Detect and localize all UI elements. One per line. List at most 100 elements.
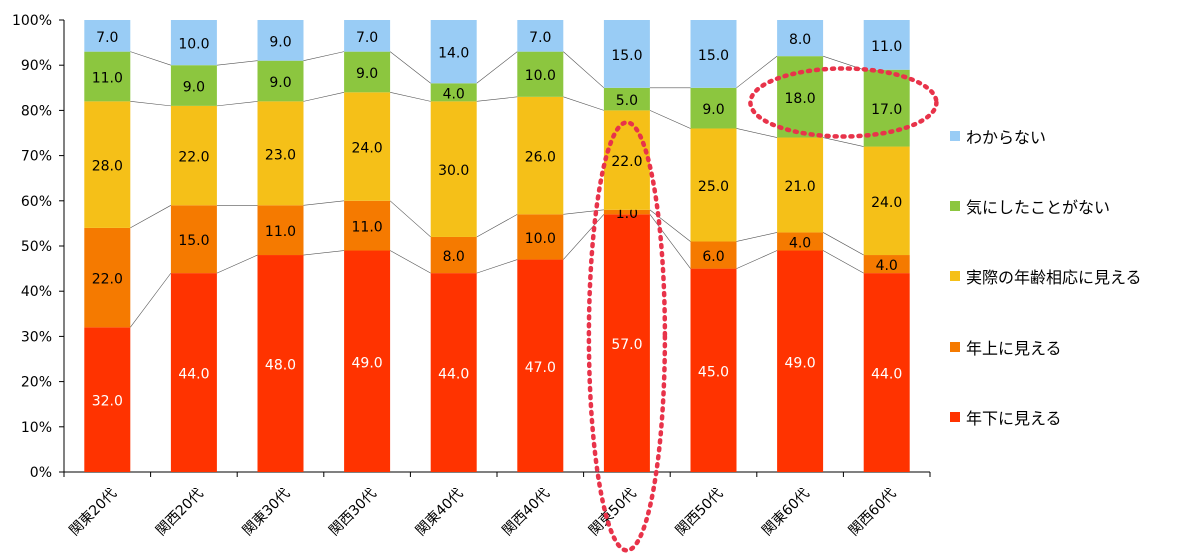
data-label: 15.0 bbox=[178, 233, 209, 249]
bar-segment bbox=[84, 227, 131, 328]
data-label: 14.0 bbox=[438, 46, 469, 62]
bar-segment bbox=[344, 250, 391, 472]
data-label: 18.0 bbox=[785, 91, 816, 107]
legend-swatch-never-cared bbox=[950, 201, 960, 211]
data-label: 44.0 bbox=[871, 367, 902, 383]
bar-segment bbox=[430, 236, 477, 274]
bar-segment bbox=[517, 214, 564, 260]
data-label: 8.0 bbox=[443, 249, 465, 265]
bar-segment bbox=[170, 273, 217, 472]
series-line bbox=[216, 60, 258, 66]
bar-segment bbox=[517, 20, 564, 52]
series-line bbox=[303, 200, 345, 206]
bar-segment bbox=[430, 273, 477, 472]
bar-segment bbox=[84, 101, 131, 228]
data-label: 9.0 bbox=[356, 66, 378, 82]
bar-segment bbox=[170, 105, 217, 206]
legend-swatch-wakaranai bbox=[950, 131, 960, 141]
bar-segment bbox=[863, 69, 910, 147]
series-line bbox=[736, 250, 778, 269]
data-label: 10.0 bbox=[178, 37, 209, 53]
data-label: 45.0 bbox=[698, 364, 729, 380]
data-label: 11.0 bbox=[265, 224, 296, 240]
bar-segment bbox=[777, 232, 824, 251]
data-label: 30.0 bbox=[438, 163, 469, 179]
y-tick-label: 60% bbox=[21, 194, 52, 210]
highlight-ellipse bbox=[748, 66, 939, 139]
data-label: 9.0 bbox=[702, 102, 724, 118]
series-line bbox=[823, 137, 864, 147]
data-label: 25.0 bbox=[698, 179, 729, 195]
y-tick-label: 0% bbox=[30, 465, 52, 481]
series-line bbox=[389, 250, 431, 274]
bar-segment bbox=[863, 273, 910, 472]
data-label: 24.0 bbox=[352, 141, 383, 157]
data-label: 32.0 bbox=[92, 394, 123, 410]
data-label: 44.0 bbox=[438, 367, 469, 383]
bar-segment bbox=[257, 101, 304, 206]
bar-segment bbox=[344, 51, 391, 93]
y-tick-label: 30% bbox=[21, 329, 52, 345]
data-label: 5.0 bbox=[616, 93, 638, 109]
bar-segment bbox=[690, 128, 737, 242]
bar-segment bbox=[170, 20, 217, 66]
legend-item-age-appropriate: 実際の年齢相応に見える bbox=[950, 264, 1142, 288]
x-category-label: 関西20代 bbox=[153, 486, 207, 540]
series-line bbox=[476, 214, 518, 238]
bar-segment bbox=[863, 255, 910, 274]
x-category-label: 関東40代 bbox=[413, 486, 467, 540]
legend-label-age-appropriate: 実際の年齢相応に見える bbox=[966, 268, 1142, 287]
bar-segment bbox=[257, 205, 304, 256]
legend-item-wakaranai: わからない bbox=[950, 124, 1046, 148]
legend-item-looks-younger: 年下に見える bbox=[950, 405, 1062, 429]
data-label: 4.0 bbox=[789, 235, 811, 251]
x-category-label: 関西40代 bbox=[500, 486, 554, 540]
y-tick-label: 80% bbox=[21, 103, 52, 119]
legend-item-never-cared: 気にしたことがない bbox=[950, 194, 1110, 218]
series-line bbox=[130, 272, 172, 328]
data-label: 48.0 bbox=[265, 358, 296, 374]
y-tick-label: 70% bbox=[21, 149, 52, 165]
bar-segment bbox=[517, 51, 564, 97]
legend-swatch-looks-younger bbox=[950, 412, 960, 422]
data-label: 28.0 bbox=[92, 159, 123, 175]
bar-segment bbox=[344, 92, 391, 201]
data-label: 17.0 bbox=[871, 102, 902, 118]
y-tick-label: 50% bbox=[21, 239, 52, 255]
series-line bbox=[216, 101, 258, 107]
series-line bbox=[130, 101, 171, 107]
bar-segment bbox=[257, 20, 304, 61]
series-line bbox=[390, 92, 431, 102]
data-label: 10.0 bbox=[525, 231, 556, 247]
data-label: 49.0 bbox=[352, 355, 383, 371]
legend-label-looks-older: 年上に見える bbox=[966, 339, 1062, 358]
data-label: 21.0 bbox=[785, 179, 816, 195]
bar-segment bbox=[430, 83, 477, 102]
y-tick-label: 20% bbox=[21, 375, 52, 391]
data-label: 49.0 bbox=[785, 355, 816, 371]
series-line bbox=[389, 51, 431, 84]
series-line bbox=[303, 250, 345, 256]
x-category-label: 関東20代 bbox=[67, 486, 121, 540]
data-label: 22.0 bbox=[611, 154, 642, 170]
data-label: 26.0 bbox=[525, 150, 556, 166]
series-line bbox=[476, 96, 518, 102]
series-line bbox=[476, 51, 518, 84]
data-label: 22.0 bbox=[92, 272, 123, 288]
data-label: 22.0 bbox=[178, 150, 209, 166]
data-label: 4.0 bbox=[876, 258, 898, 274]
bar-segment bbox=[863, 20, 910, 70]
series-line bbox=[736, 232, 778, 242]
bar-segment bbox=[603, 214, 650, 473]
bar-segment bbox=[690, 20, 737, 88]
data-label: 9.0 bbox=[183, 80, 205, 96]
data-label: 15.0 bbox=[698, 48, 729, 64]
bar-segment bbox=[344, 20, 391, 52]
data-label: 44.0 bbox=[178, 367, 209, 383]
x-category-label: 関東30代 bbox=[240, 486, 294, 540]
series-line bbox=[216, 254, 258, 274]
legend-label-wakaranai: わからない bbox=[966, 128, 1047, 147]
data-label: 8.0 bbox=[789, 32, 811, 48]
data-label: 57.0 bbox=[611, 337, 642, 353]
